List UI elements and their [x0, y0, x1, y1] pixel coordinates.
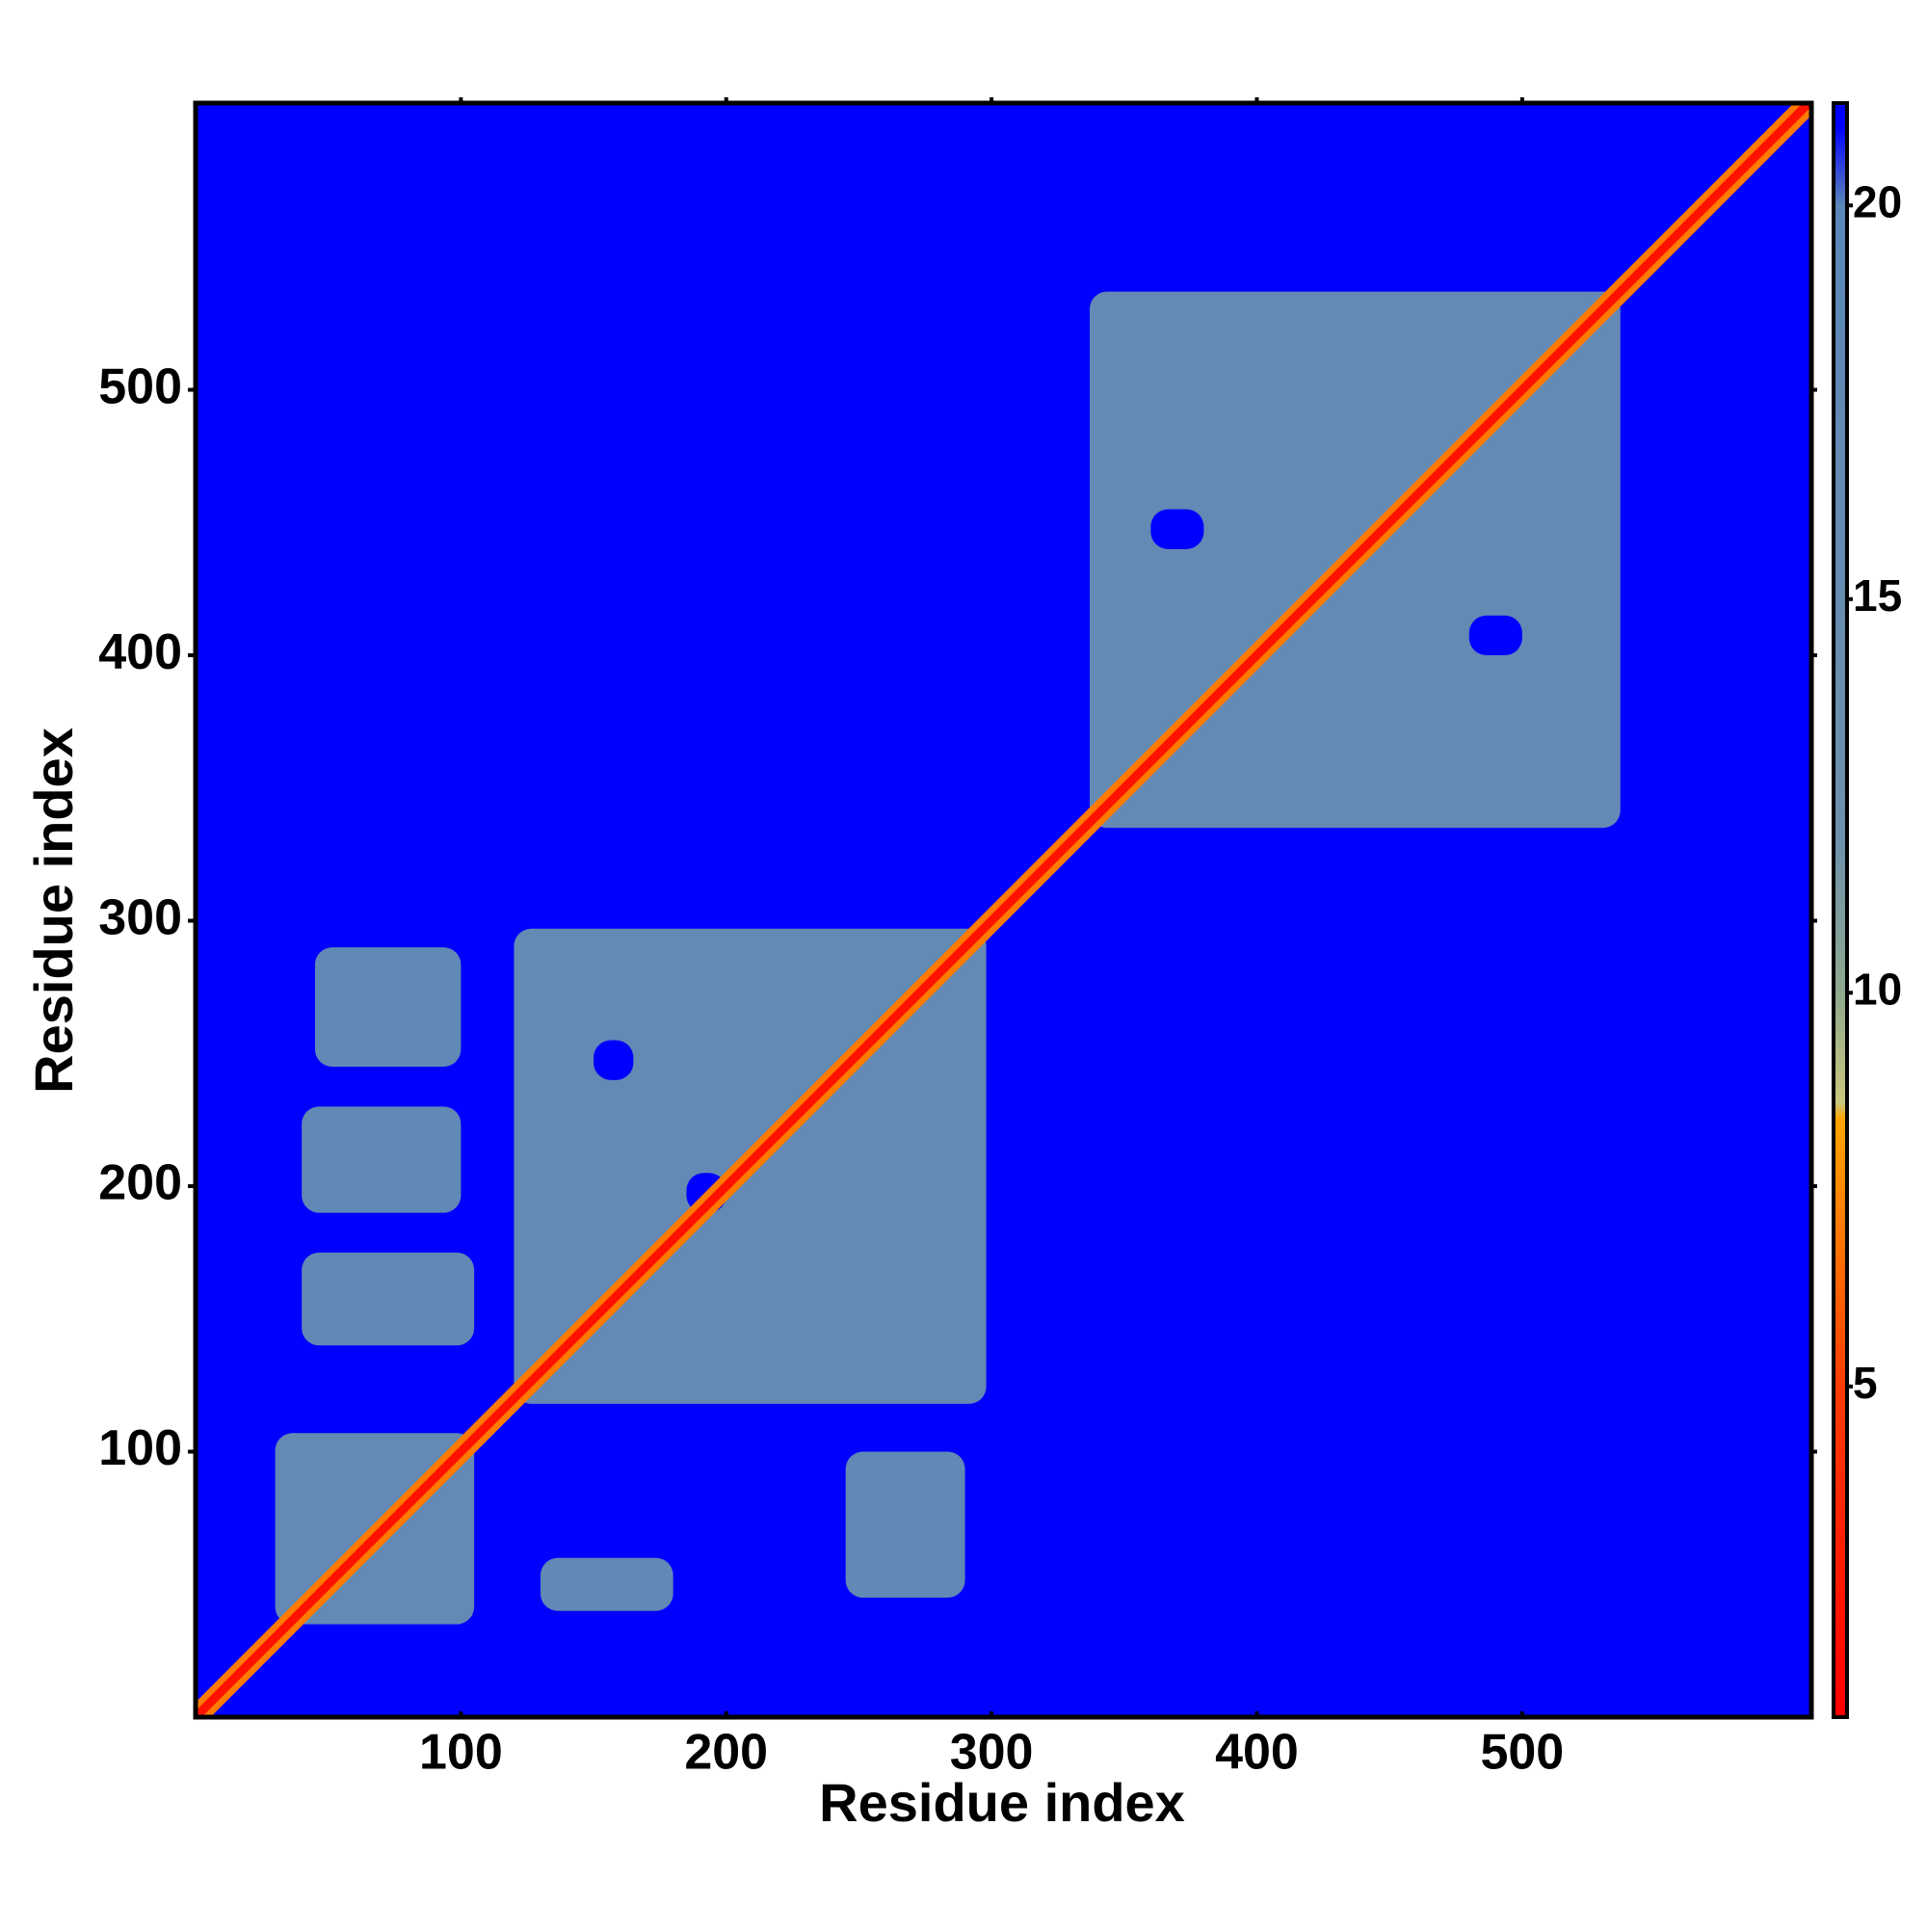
heat-block — [302, 1106, 462, 1213]
diagonal — [196, 103, 1811, 1717]
heat-block — [594, 1040, 634, 1080]
x-tick-label: 100 — [419, 1725, 503, 1781]
colorbar-tick-label: 20 — [1853, 176, 1902, 226]
colorbar-tick-label: 10 — [1853, 964, 1902, 1014]
x-tick-label: 500 — [1480, 1725, 1564, 1781]
colorbar-tick-label: 15 — [1853, 570, 1902, 621]
colorbar — [1832, 101, 1849, 1719]
plot-area — [196, 103, 1811, 1717]
y-tick-label: 100 — [98, 1420, 182, 1476]
heat-block — [1150, 509, 1204, 549]
heat-block — [845, 1451, 965, 1599]
colorbar-tick-label: 5 — [1853, 1358, 1878, 1408]
heat-block — [302, 1252, 475, 1346]
y-tick-label: 400 — [98, 624, 182, 680]
heat-block — [1468, 615, 1522, 656]
x-tick-label: 300 — [950, 1725, 1034, 1781]
heat-block — [540, 1557, 673, 1611]
y-tick-label: 200 — [98, 1155, 182, 1211]
y-tick-label: 300 — [98, 889, 182, 945]
y-tick-label: 500 — [98, 358, 182, 414]
heat-block — [314, 947, 462, 1068]
x-axis-label: Residue index — [819, 1772, 1185, 1833]
plot-frame — [193, 100, 1814, 1720]
x-tick-label: 200 — [684, 1725, 768, 1781]
y-axis-label: Residue index — [23, 728, 84, 1094]
x-tick-label: 400 — [1215, 1725, 1299, 1781]
